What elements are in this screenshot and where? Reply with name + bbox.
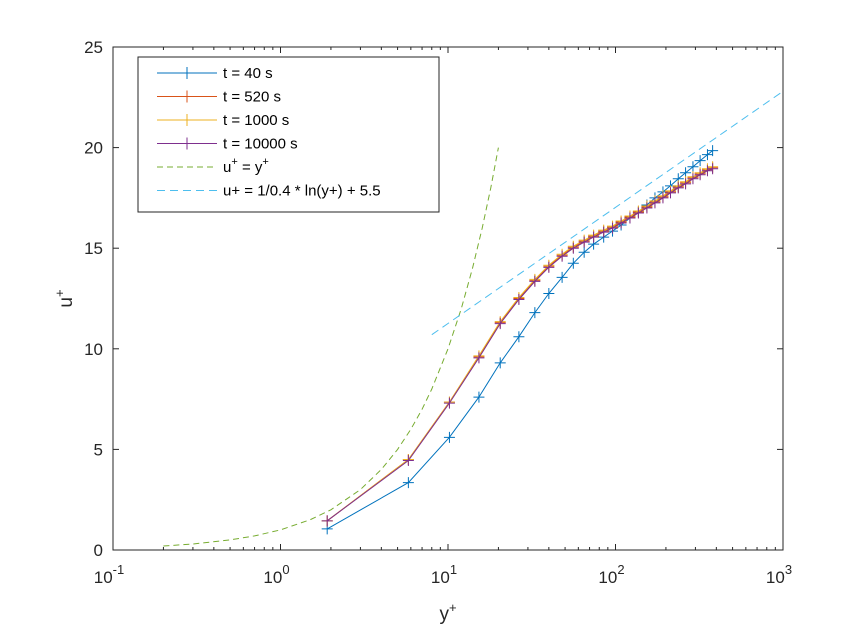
- data-point: [624, 212, 636, 224]
- data-point: [665, 187, 677, 199]
- legend-marker: [181, 137, 193, 150]
- data-point: [556, 250, 568, 262]
- data-point: [513, 331, 525, 343]
- y-tick-label: 5: [94, 440, 103, 459]
- legend-entry: u+ = 1/0.4 * ln(y+) + 5.5: [157, 183, 381, 200]
- legend-label: t = 40 s: [223, 65, 273, 82]
- legend-marker: [181, 67, 193, 79]
- data-point: [588, 231, 600, 243]
- data-point: [578, 246, 590, 258]
- x-axis-label: y+: [439, 600, 456, 625]
- data-point: [672, 182, 684, 194]
- legend-entry: t = 520 s: [157, 89, 281, 106]
- x-tick-label: 10-1: [94, 562, 124, 587]
- y-tick-label: 15: [84, 239, 103, 258]
- data-point: [578, 236, 590, 248]
- x-tick-label: 102: [598, 562, 624, 587]
- data-point: [494, 357, 506, 369]
- series-5: [431, 90, 784, 336]
- data-point: [443, 431, 455, 443]
- data-point: [473, 352, 485, 364]
- data-point: [694, 155, 706, 167]
- data-point: [607, 222, 619, 234]
- y-tick-label: 20: [84, 139, 103, 158]
- data-point: [321, 515, 333, 527]
- data-point: [687, 173, 699, 185]
- data-point: [567, 242, 579, 254]
- data-point: [473, 391, 485, 403]
- data-point: [615, 217, 627, 229]
- data-point: [649, 197, 661, 209]
- data-point: [529, 307, 541, 319]
- data-point: [567, 257, 579, 269]
- legend-label: t = 10000 s: [223, 136, 298, 153]
- legend-label: u+ = y+: [223, 156, 269, 176]
- data-point: [543, 261, 555, 273]
- legend-box: [137, 56, 440, 213]
- series-layer: [163, 90, 784, 547]
- legend-marker: [181, 114, 193, 126]
- data-point: [402, 454, 414, 466]
- data-point: [543, 287, 555, 299]
- data-point: [641, 202, 653, 214]
- data-point: [701, 165, 713, 177]
- axes-layer: 0 5 10 15 20 25 10-1 100 101 102 103: [84, 38, 792, 587]
- legend-entry: t = 40 s: [157, 65, 273, 82]
- x-tick-label: 101: [431, 562, 457, 587]
- legend-label: u+ = 1/0.4 * ln(y+) + 5.5: [223, 183, 381, 200]
- x-tick-label: 100: [263, 562, 289, 587]
- y-tick-label: 10: [84, 340, 103, 359]
- y-tick-label: 0: [94, 541, 103, 560]
- data-point: [513, 294, 525, 306]
- x-tick-label: 103: [766, 562, 792, 587]
- series-4: [163, 147, 499, 547]
- series-3: [321, 163, 719, 527]
- data-point: [494, 318, 506, 330]
- data-point: [694, 169, 706, 181]
- legend-label: t = 1000 s: [223, 112, 289, 129]
- legend-entry: t = 1000 s: [157, 112, 289, 129]
- y-tick-label: 25: [84, 38, 103, 57]
- data-point: [680, 178, 692, 190]
- data-point: [556, 271, 568, 283]
- data-point: [443, 397, 455, 409]
- data-point: [707, 163, 719, 175]
- legend-entry: u+ = y+: [157, 156, 269, 176]
- data-point: [657, 192, 669, 204]
- data-point: [402, 477, 414, 489]
- y-axis-label: u+: [52, 289, 77, 307]
- data-point: [529, 275, 541, 287]
- data-point: [707, 145, 719, 157]
- series-line-4: [163, 147, 499, 547]
- legend-entry: t = 10000 s: [157, 136, 298, 153]
- data-point: [687, 161, 699, 173]
- data-point: [632, 207, 644, 219]
- series-line-5: [431, 90, 784, 336]
- legend: t = 40 s t = 520 s t = 1000 s t = 10000 s u+…: [137, 56, 440, 213]
- legend-marker: [181, 90, 193, 103]
- data-point: [598, 226, 610, 238]
- legend-label: t = 520 s: [223, 89, 281, 106]
